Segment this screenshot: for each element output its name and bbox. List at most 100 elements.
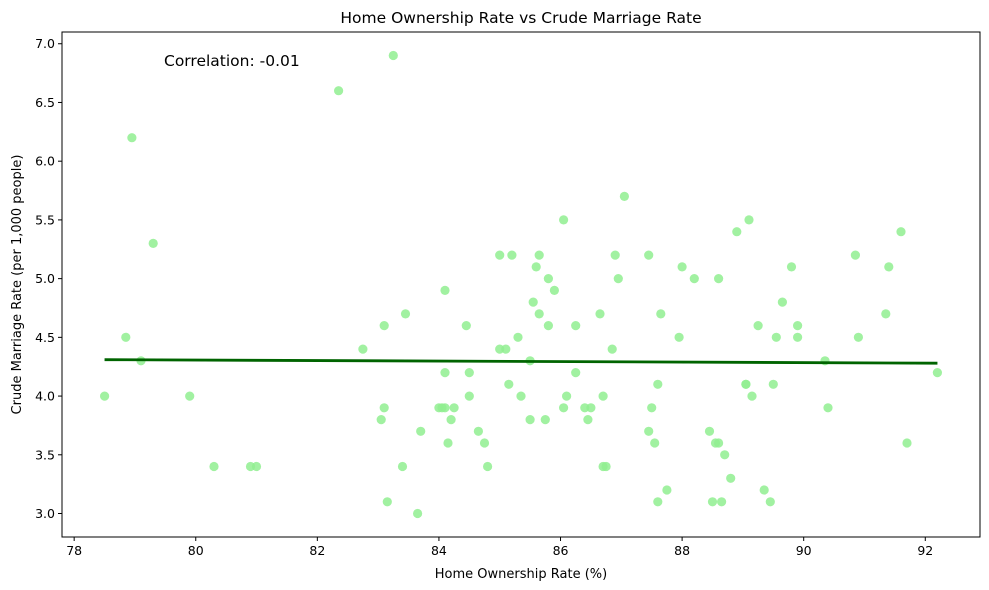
x-tick-label: 86: [553, 543, 569, 558]
data-point: [704, 426, 715, 436]
data-point: [531, 262, 541, 272]
data-point: [562, 391, 572, 401]
data-point: [413, 508, 423, 519]
data-point: [653, 497, 663, 507]
data-point: [446, 415, 456, 425]
data-point: [534, 250, 544, 260]
data-point: [759, 485, 769, 495]
data-point: [717, 497, 727, 507]
data-point: [100, 391, 110, 401]
x-tick-label: 78: [66, 543, 82, 558]
correlation-annotation: Correlation: -0.01: [164, 52, 300, 70]
data-point: [473, 426, 483, 436]
data-point: [440, 368, 450, 378]
data-point: [440, 403, 450, 413]
data-point: [765, 497, 775, 507]
plot-frame: [61, 31, 981, 538]
data-point: [771, 332, 781, 342]
chart-title: Home Ownership Rate vs Crude Marriage Ra…: [340, 9, 701, 27]
data-point: [382, 497, 392, 507]
data-point: [358, 344, 368, 354]
data-point: [148, 238, 158, 248]
data-point: [613, 274, 623, 284]
points-layer: [100, 50, 943, 519]
data-point: [707, 497, 718, 507]
data-point: [714, 274, 724, 284]
x-tick-label: 90: [796, 543, 812, 558]
x-axis-label: Home Ownership Rate (%): [435, 567, 607, 582]
data-point: [525, 415, 535, 425]
data-point: [571, 368, 581, 378]
data-point: [495, 250, 505, 260]
data-point: [528, 297, 538, 307]
data-point: [595, 309, 605, 319]
data-point: [397, 461, 408, 472]
data-point: [777, 297, 788, 307]
data-point: [650, 438, 660, 448]
data-point: [209, 461, 219, 472]
data-point: [598, 391, 608, 401]
data-point: [571, 321, 581, 331]
data-point: [549, 285, 560, 295]
x-tick-label: 88: [674, 543, 690, 558]
data-point: [559, 215, 569, 225]
data-point: [881, 309, 891, 319]
data-point: [656, 309, 666, 319]
data-point: [121, 332, 131, 342]
data-point: [753, 321, 763, 331]
y-tick-label: 5.0: [35, 271, 55, 286]
data-point: [504, 379, 514, 389]
data-point: [747, 391, 757, 401]
data-point: [884, 262, 894, 272]
x-tick-label: 84: [431, 543, 447, 558]
data-point: [464, 391, 474, 401]
data-point: [674, 332, 684, 342]
data-point: [540, 415, 550, 425]
data-point: [543, 321, 554, 331]
data-point: [744, 215, 754, 225]
data-point: [741, 379, 751, 389]
data-point: [507, 250, 517, 260]
data-point: [543, 274, 554, 284]
data-point: [400, 309, 411, 319]
data-point: [720, 450, 730, 460]
trend-line: [104, 358, 938, 365]
data-point: [644, 426, 654, 436]
x-tick-label: 80: [188, 543, 204, 558]
data-point: [586, 403, 596, 413]
data-point: [376, 415, 386, 425]
data-point: [662, 485, 672, 495]
data-point: [726, 473, 736, 483]
data-point: [379, 403, 389, 413]
y-tick-label: 4.0: [35, 389, 55, 404]
data-point: [850, 250, 861, 260]
data-point: [653, 379, 663, 389]
data-point: [251, 461, 262, 472]
data-point: [853, 332, 864, 342]
x-tick-label: 92: [917, 543, 933, 558]
y-axis-label: Crude Marriage Rate (per 1,000 people): [10, 155, 25, 415]
y-tick-label: 3.5: [35, 447, 55, 462]
y-tick-label: 4.5: [35, 330, 55, 345]
data-point: [896, 227, 906, 237]
data-point: [647, 403, 657, 413]
x-tick-label: 82: [309, 543, 325, 558]
data-point: [644, 250, 654, 260]
data-point: [513, 332, 523, 342]
data-point: [534, 309, 544, 319]
trend-layer: [104, 358, 938, 365]
data-point: [902, 438, 912, 448]
data-point: [501, 344, 511, 354]
data-point: [689, 274, 699, 284]
y-tick-label: 7.0: [35, 36, 55, 51]
data-point: [416, 426, 426, 436]
data-point: [793, 332, 803, 342]
data-point: [464, 368, 474, 378]
data-point: [185, 391, 195, 401]
data-point: [793, 321, 803, 331]
data-point: [516, 391, 526, 401]
data-point: [379, 321, 389, 331]
y-tick-label: 3.0: [35, 506, 55, 521]
data-point: [334, 86, 344, 96]
